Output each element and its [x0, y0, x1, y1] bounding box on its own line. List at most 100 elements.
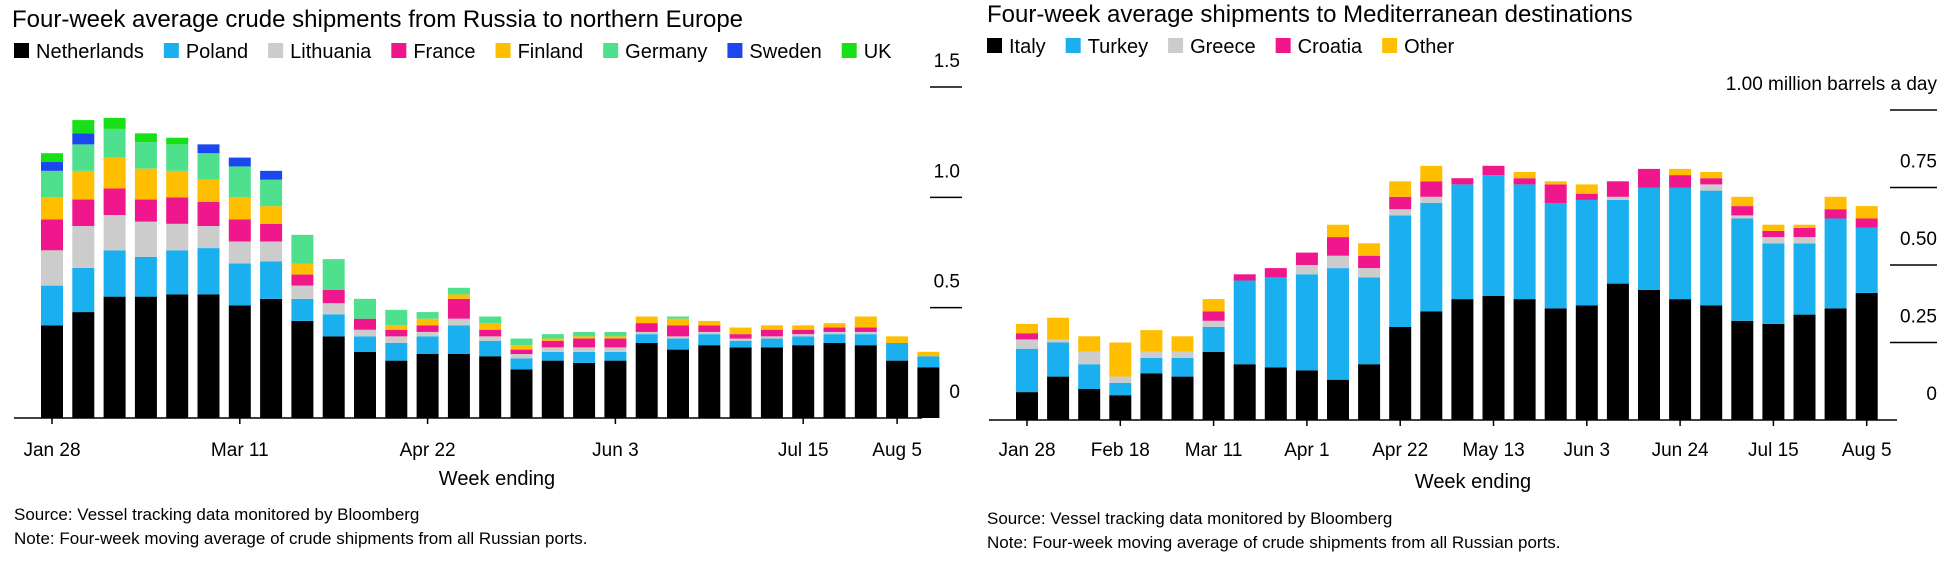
bar-turkey: [1295, 274, 1318, 371]
x-tick-label: Aug 5: [872, 440, 922, 461]
bar-italy: [1264, 367, 1287, 420]
bar-germany: [103, 128, 126, 158]
legend-item-poland: Poland: [163, 41, 248, 63]
y-tick-label: 1.5: [934, 51, 960, 72]
bar-greece: [1016, 339, 1038, 349]
bar-turkey: [1606, 199, 1629, 284]
bar-italy: [1016, 392, 1038, 420]
bar-poland: [134, 256, 157, 297]
bar-netherlands: [510, 369, 533, 418]
bar-poland: [635, 334, 658, 343]
legend-label-france: France: [413, 41, 475, 63]
bar-germany: [72, 144, 95, 171]
bar-turkey: [1109, 382, 1132, 396]
bar-netherlands: [447, 354, 470, 418]
bar-turkey: [1233, 280, 1256, 365]
bar-greece: [1109, 376, 1132, 383]
bar-lithuania: [635, 331, 658, 335]
bar-italy: [1327, 379, 1349, 420]
bar-germany: [385, 309, 408, 326]
legend-label-other: Other: [1404, 36, 1454, 58]
x-tick-label: Apr 22: [1372, 440, 1428, 461]
bar-poland: [541, 351, 564, 361]
bar-germany: [134, 142, 157, 169]
bar-uk: [72, 120, 95, 134]
y-tick-label: 0: [949, 382, 960, 403]
bar-italy: [1824, 308, 1847, 420]
bar-netherlands: [260, 298, 283, 418]
bar-lithuania: [41, 250, 63, 286]
legend-swatch-lithuania: [268, 43, 284, 58]
bar-other: [1327, 224, 1349, 238]
bar-croatia: [1389, 196, 1412, 210]
bar-italy: [1731, 320, 1754, 420]
bar-poland: [103, 250, 126, 297]
bar-france: [604, 338, 627, 348]
bar-italy: [1451, 299, 1474, 420]
bar-lithuania: [322, 303, 345, 315]
bar-poland: [792, 336, 815, 346]
legend-label-germany: Germany: [625, 41, 707, 63]
bar-croatia: [1575, 193, 1598, 200]
bar-other: [1389, 181, 1412, 197]
x-tick-label: Apr 22: [400, 440, 456, 461]
bar-turkey: [1140, 358, 1163, 374]
note-text: Note: Four-week moving average of crude …: [14, 529, 588, 548]
bar-lithuania: [291, 285, 314, 299]
bar-lithuania: [541, 347, 564, 352]
bar-uk: [166, 137, 189, 145]
bar-other: [1544, 181, 1567, 185]
legend-swatch-germany: [603, 43, 619, 58]
bar-other: [1171, 336, 1194, 352]
bar-lithuania: [166, 223, 189, 251]
bar-turkey: [1700, 190, 1723, 306]
bar-turkey: [1358, 277, 1381, 365]
legend: Netherlands Poland Lithuania France Finland G…: [14, 41, 892, 63]
bar-italy: [1358, 364, 1381, 420]
bar-italy: [1855, 292, 1878, 420]
bar-sweden: [260, 170, 283, 180]
bar-croatia: [1731, 206, 1754, 216]
x-tick-label: Feb 18: [1091, 440, 1150, 461]
bar-croatia: [1451, 178, 1474, 185]
legend-item-finland: Finland: [495, 41, 584, 63]
bar-italy: [1606, 283, 1629, 420]
bar-finland: [103, 157, 126, 189]
bar-croatia: [1016, 333, 1038, 340]
bar-finland: [41, 197, 63, 220]
x-tick-label: May 13: [1462, 440, 1524, 461]
bar-greece: [1327, 255, 1349, 269]
bar-netherlands: [604, 360, 627, 418]
x-tick-label: Mar 11: [1185, 440, 1243, 461]
bar-netherlands: [166, 294, 189, 418]
bar-netherlands: [228, 305, 251, 418]
bar-poland: [260, 261, 283, 299]
bar-poland: [479, 340, 502, 357]
bar-croatia: [1513, 178, 1536, 185]
bar-turkey: [1016, 348, 1038, 393]
bar-sweden: [41, 162, 63, 171]
legend-swatch-turkey: [1065, 38, 1081, 53]
bar-italy: [1140, 373, 1163, 420]
bar-poland: [823, 334, 846, 343]
bar-turkey: [1824, 218, 1847, 309]
bar-other: [1575, 184, 1598, 194]
x-tick-label: Aug 5: [1842, 440, 1892, 461]
bar-turkey: [1420, 203, 1443, 312]
bar-lithuania: [698, 331, 721, 335]
legend-label-finland: Finland: [518, 41, 584, 63]
x-tick-label: Jul 15: [1748, 440, 1799, 461]
bar-greece: [1078, 351, 1101, 365]
bar-poland: [197, 248, 220, 295]
chart-panel-northern-europe: Four-week average crude shipments from R…: [12, 6, 962, 548]
bar-croatia: [1762, 230, 1785, 238]
chart-title: Four-week average crude shipments from R…: [12, 6, 743, 33]
chart-panel-mediterranean: Four-week average shipments to Mediterra…: [975, 0, 1950, 567]
bar-poland: [41, 285, 63, 326]
bar-germany: [354, 298, 376, 319]
chart-mediterranean: Four-week average shipments to Mediterra…: [987, 1, 1937, 552]
y-tick-label: 0.75: [1900, 152, 1937, 173]
bar-poland: [510, 358, 533, 370]
bar-italy: [1700, 305, 1723, 420]
bar-turkey: [1575, 199, 1598, 306]
